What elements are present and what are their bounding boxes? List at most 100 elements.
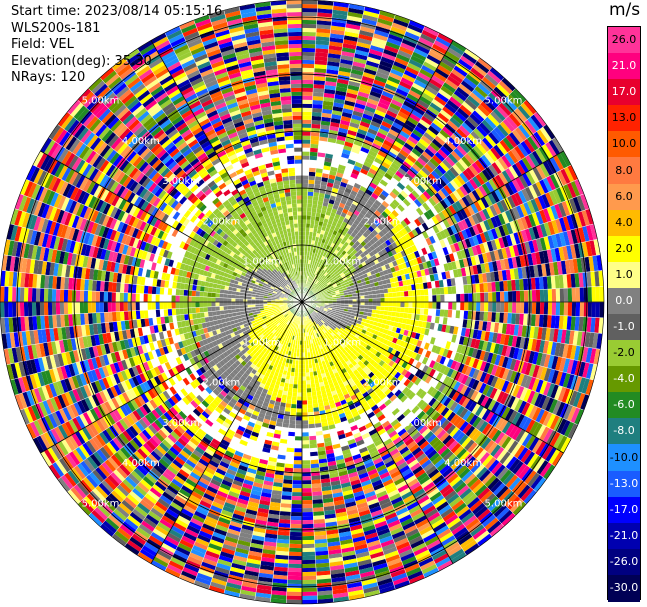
velocity-gate [436,92,449,103]
velocity-gate [519,290,525,302]
velocity-gate [535,238,543,252]
velocity-gate [434,135,446,146]
velocity-gate [391,227,398,235]
velocity-gate [334,226,340,232]
velocity-gate [344,302,349,305]
velocity-gate [543,302,549,315]
velocity-gate [282,479,293,485]
velocity-gate [302,183,309,188]
velocity-gate [302,372,306,377]
velocity-gate [410,132,421,142]
velocity-gate [340,299,345,302]
velocity-gate [302,563,316,569]
velocity-gate [429,322,435,330]
velocity-gate [394,316,400,323]
velocity-gate [408,290,413,297]
velocity-gate [388,128,400,138]
velocity-gate [311,277,315,282]
velocity-gate [594,317,600,334]
velocity-gate [349,216,356,223]
velocity-gate [369,216,376,223]
velocity-gate [572,330,579,346]
velocity-gate [400,291,405,297]
velocity-gate [342,43,357,50]
velocity-gate [333,270,339,276]
velocity-gate [359,199,367,206]
velocity-gate [403,267,409,275]
velocity-gate [447,47,463,59]
velocity-gate [319,295,324,298]
velocity-gate [308,290,312,294]
velocity-gate [397,204,405,212]
velocity-gate [309,435,317,441]
velocity-gate [483,311,489,322]
velocity-gate [446,99,460,111]
velocity-gate [312,100,324,105]
velocity-gate [499,139,511,153]
velocity-gate [539,302,545,315]
velocity-gate [501,344,508,357]
velocity-gate [564,259,571,275]
velocity-gate [542,276,548,290]
velocity-gate [359,83,372,91]
velocity-gate [425,188,435,198]
velocity-gate [501,211,510,224]
velocity-gate [532,351,539,365]
velocity-gate [398,237,405,245]
velocity-gate [404,273,411,280]
velocity-gate [549,173,560,189]
velocity-gate [402,198,411,207]
velocity-gate [493,271,500,282]
velocity-gate [302,599,318,604]
velocity-gate [307,203,313,208]
velocity-gate [365,228,372,236]
velocity-gate [534,314,540,327]
velocity-gate [447,286,453,295]
velocity-gate [375,153,386,162]
velocity-gate [320,304,325,307]
velocity-gate [322,282,327,287]
velocity-gate [380,293,385,298]
velocity-gate [346,254,352,261]
velocity-gate [593,348,601,365]
velocity-gate [533,264,539,278]
velocity-gate [399,257,406,264]
velocity-gate [374,135,385,144]
velocity-gate [574,212,583,228]
velocity-gate [374,226,382,234]
ray-separator [301,301,598,366]
velocity-gate [436,302,441,310]
velocity-gate [287,567,302,573]
velocity-gate [302,131,311,136]
velocity-gate [501,247,508,260]
velocity-gate [314,180,322,185]
velocity-gate [306,275,309,280]
velocity-gate [399,130,410,139]
velocity-gate [341,250,347,256]
velocity-gate [566,344,573,359]
velocity-gate [428,185,438,195]
velocity-gate [584,256,591,273]
velocity-gate [393,253,400,261]
velocity-gate [310,215,316,221]
velocity-gate [331,187,339,194]
velocity-gate [413,144,425,155]
velocity-gate [313,278,317,283]
velocity-gate [488,92,502,106]
velocity-gate [508,165,519,179]
velocity-gate [363,68,377,76]
velocity-gate [340,152,350,159]
velocity-gate [308,171,316,177]
velocity-gate [378,280,383,286]
velocity-gate [526,200,536,214]
velocity-gate [392,292,397,298]
velocity-gate [308,284,311,289]
velocity-gate [332,106,344,112]
velocity-gate [314,220,320,226]
velocity-gate [379,10,396,19]
velocity-gate [416,172,426,182]
velocity-gate [428,267,434,275]
velocity-gate [319,217,325,223]
velocity-gate [384,263,391,270]
velocity-gate [327,276,333,281]
